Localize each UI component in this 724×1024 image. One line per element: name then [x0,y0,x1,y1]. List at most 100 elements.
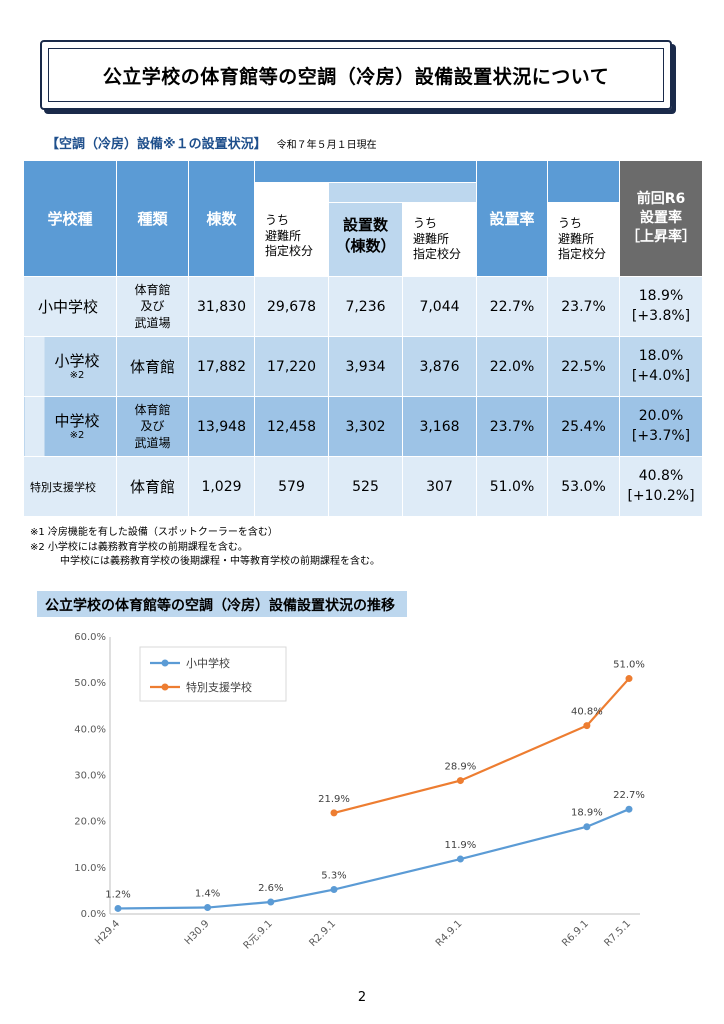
cell-prev: 40.8% [+10.2%] [619,456,704,517]
table-row: 小中学校 体育館 及び 武道場 31,830 29,678 7,236 7,04… [23,276,704,337]
cell-kind-text: 体育館 及び 武道場 [134,403,171,450]
data-label: 21.9% [318,794,350,805]
data-point [114,904,122,912]
cell-installed-shelter: 307 [401,456,478,517]
cell-shelter: 17,220 [254,336,329,397]
section-heading-text: 【空調（冷房）設備※１の設置状況】 [46,137,267,152]
cell-buildings: 13,948 [188,396,255,457]
table-row: 特別支援学校 体育館 1,029 579 525 307 51.0% 53.0%… [23,456,704,517]
cell-type: 中学校 ※2 [23,396,117,457]
cell-rate-shelter: 25.4% [547,396,621,457]
x-tick-label: H29.4 [93,918,122,947]
data-point [456,855,464,863]
page-title: 公立学校の体育館等の空調（冷房）設備設置状況について [102,65,610,88]
series-line [333,677,630,814]
header-installed-top [327,182,478,203]
data-point [583,722,591,730]
cell-buildings: 17,882 [188,336,255,397]
data-point [583,823,591,831]
cell-shelter: 579 [254,456,329,517]
cell-prev: 20.0% [+3.7%] [619,396,704,457]
cell-type: 特別支援学校 [23,456,117,517]
cell-shelter: 12,458 [254,396,329,457]
cell-installed: 3,302 [328,396,403,457]
cell-prev-rate: 18.9% [638,287,684,304]
x-tick-label: R元.9.1 [242,918,275,951]
section-heading: 【空調（冷房）設備※１の設置状況】 令和７年５月１日現在 [46,133,377,152]
data-label: 40.8% [571,707,603,718]
legend-box [139,646,287,702]
cell-rate: 51.0% [476,456,549,517]
chart-heading: 公立学校の体育館等の空調（冷房）設備設置状況の推移 [37,591,407,617]
header-spacer [253,160,478,183]
cell-prev: 18.0% [+4.0%] [619,336,704,397]
data-point [267,898,275,906]
cell-buildings: 31,830 [188,276,255,337]
cell-type-text: 中学校 [54,411,100,430]
y-tick-label: 50.0% [74,678,106,689]
status-table: 学校種 種類 棟数 設置率 前回R6 設置率 ［上昇率］ うち 避難所 指定校分… [23,160,704,517]
cell-type-note: ※2 [69,369,85,381]
data-point [625,675,633,683]
data-point [204,904,212,912]
table-row: 小学校 ※2 体育館 17,882 17,220 3,934 3,876 22.0… [23,336,704,397]
cell-kind: 体育館 及び 武道場 [116,396,189,457]
header-installed-sub-text: うち 避難所 指定校分 [413,216,462,262]
data-point [330,809,338,817]
cell-installed: 525 [328,456,403,517]
x-tick-label: R6.9.1 [560,918,591,949]
data-label: 1.2% [105,889,130,900]
y-tick-label: 40.0% [74,724,106,735]
cell-installed-shelter: 3,168 [401,396,478,457]
trend-line-chart: 0.0% 10.0% 20.0% 30.0% 40.0% 50.0% 60.0% H29.4 H… [74,632,645,952]
data-point [456,777,464,785]
header-prev-text: 前回R6 設置率 ［上昇率］ [626,191,697,245]
y-tick-label: 60.0% [74,632,106,643]
header-prev: 前回R6 設置率 ［上昇率］ [619,160,704,277]
y-tick-label: 20.0% [74,817,106,828]
header-kind: 種類 [116,160,189,277]
x-tick-label: H30.9 [183,918,212,947]
header-school-type: 学校種 [23,160,117,277]
header-rate-sub: うち 避難所 指定校分 [547,202,621,277]
x-tick-label: R7.5.1 [602,918,633,949]
footnote-1: ※1 冷房機能を有した設備（スポットクーラーを含む） [30,527,278,538]
footnotes: ※1 冷房機能を有した設備（スポットクーラーを含む） ※2 小学校には義務教育学… [30,526,380,570]
cell-prev: 18.9% [+3.8%] [619,276,704,337]
cell-rate: 23.7% [476,396,549,457]
cell-rate: 22.7% [476,276,549,337]
cell-prev-rate: 18.0% [638,347,684,364]
cell-prev-rise: [+4.0%] [631,367,691,384]
x-tick-label: R4.9.1 [434,918,465,949]
legend-label: 小中学校 [186,656,230,670]
data-point [625,805,633,813]
cell-kind: 体育館 [116,336,189,397]
data-label: 18.9% [571,808,603,819]
data-label: 1.4% [195,889,220,900]
data-point [330,886,338,894]
y-tick-label: 30.0% [74,771,106,782]
title-box: 公立学校の体育館等の空調（冷房）設備設置状況について [40,40,672,110]
data-label: 51.0% [613,660,645,671]
chart-series: 1.2% 1.4% 2.6% 5.3% 11.9% 18.9% 22.7% 21.9% 28.9… [105,660,645,912]
header-shelter-sub-text: うち 避難所 指定校分 [265,213,314,259]
cell-installed: 7,236 [328,276,403,337]
table-row: 中学校 ※2 体育館 及び 武道場 13,948 12,458 3,302 3,1… [23,396,704,457]
cell-kind-text: 体育館 及び 武道場 [134,283,171,330]
header-shelter-sub: うち 避難所 指定校分 [254,182,329,277]
cell-kind: 体育館 及び 武道場 [116,276,189,337]
cell-shelter: 29,678 [254,276,329,337]
legend-marker [161,683,169,691]
data-label: 28.9% [445,762,477,773]
cell-installed-shelter: 3,876 [401,336,478,397]
y-tick-label: 10.0% [74,863,106,874]
cell-rate-shelter: 22.5% [547,336,621,397]
header-installed-sub: うち 避難所 指定校分 [401,202,478,277]
cell-prev-rate: 20.0% [638,407,684,424]
legend-label: 特別支援学校 [186,680,252,694]
as-of-date: 令和７年５月１日現在 [276,140,377,151]
y-tick-label: 0.0% [81,909,106,920]
cell-kind: 体育館 [116,456,189,517]
cell-type: 小学校 ※2 [23,336,117,397]
